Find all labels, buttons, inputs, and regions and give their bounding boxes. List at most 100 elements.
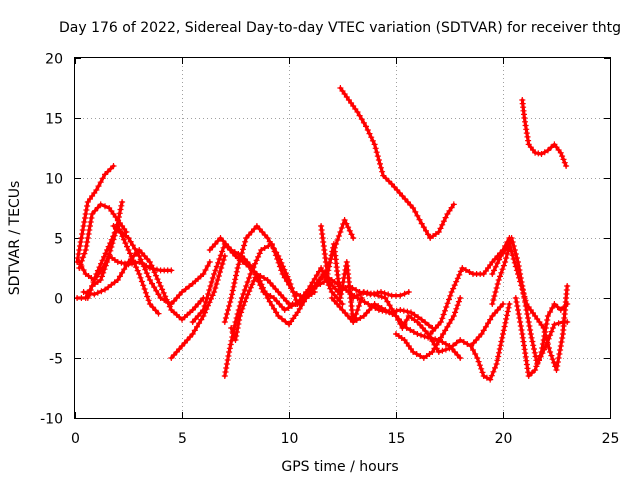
data-point — [253, 257, 260, 264]
data-point — [422, 328, 429, 334]
data-point — [187, 334, 193, 340]
data-point — [182, 286, 189, 293]
data-point — [339, 283, 346, 289]
data-point — [81, 250, 88, 257]
data-point — [476, 362, 483, 369]
data-point — [89, 211, 96, 217]
data-point — [261, 275, 267, 281]
data-point — [336, 304, 343, 310]
data-point — [498, 269, 505, 276]
data-point — [470, 347, 476, 353]
data-point — [102, 250, 109, 257]
data-point — [442, 346, 449, 353]
data-point — [98, 288, 105, 295]
data-point — [515, 311, 522, 317]
series-arc-24 — [519, 97, 570, 169]
x-tick-label: 5 — [178, 431, 187, 447]
y-tick-label: 20 — [45, 52, 63, 68]
data-point — [131, 260, 138, 267]
data-point — [273, 298, 280, 304]
data-point — [482, 323, 489, 330]
data-point — [327, 256, 334, 262]
data-point — [499, 334, 506, 341]
data-point — [541, 149, 548, 156]
data-point — [129, 242, 136, 249]
data-point — [247, 284, 254, 291]
data-point — [525, 369, 532, 376]
data-point — [452, 309, 459, 316]
data-point — [258, 281, 265, 288]
data-point — [437, 225, 444, 232]
data-point — [537, 352, 544, 359]
data-point — [115, 214, 122, 220]
data-point — [556, 351, 563, 357]
data-point — [134, 267, 141, 274]
data-point — [440, 218, 447, 225]
data-point — [410, 329, 417, 335]
data-point — [457, 268, 464, 275]
data-point — [155, 310, 162, 317]
data-point — [246, 288, 253, 295]
data-point — [291, 293, 298, 299]
data-point — [251, 226, 258, 232]
data-point — [83, 243, 90, 249]
data-point — [201, 303, 208, 309]
data-point — [439, 315, 446, 322]
data-point — [492, 364, 498, 371]
data-point — [125, 247, 132, 253]
data-point — [200, 307, 207, 313]
data-point — [264, 277, 271, 283]
data-point — [255, 253, 262, 260]
data-point — [114, 259, 121, 265]
data-point — [356, 112, 363, 119]
series-arc-18 — [393, 295, 464, 361]
data-point — [171, 352, 177, 358]
data-point — [353, 293, 360, 299]
data-point — [519, 334, 526, 341]
data-point — [363, 310, 370, 316]
data-point — [497, 342, 504, 349]
data-point — [354, 109, 361, 115]
data-point — [77, 239, 84, 245]
data-point — [137, 274, 144, 281]
data-point — [489, 313, 496, 319]
data-point — [532, 367, 539, 373]
data-point — [460, 339, 467, 345]
data-point — [517, 323, 524, 329]
data-point — [224, 357, 231, 363]
data-point — [153, 287, 160, 294]
data-point — [527, 331, 534, 337]
data-point — [220, 244, 227, 251]
data-point — [110, 233, 117, 240]
data-point — [206, 287, 213, 293]
data-point — [75, 251, 82, 257]
data-point — [325, 267, 332, 274]
data-point — [227, 299, 234, 305]
data-point — [429, 338, 436, 345]
data-point — [369, 137, 376, 144]
data-point — [111, 229, 118, 236]
data-point — [380, 172, 387, 179]
data-point — [388, 181, 395, 187]
data-point — [96, 264, 103, 271]
data-point — [311, 289, 318, 295]
data-point — [263, 291, 270, 298]
data-point — [532, 353, 539, 360]
data-point — [377, 160, 383, 167]
data-point — [204, 263, 211, 269]
data-point — [548, 144, 555, 151]
data-point — [131, 245, 138, 252]
data-point — [150, 265, 156, 272]
data-point — [98, 260, 104, 267]
data-point — [209, 244, 216, 250]
data-point — [220, 257, 227, 263]
data-point — [517, 319, 524, 325]
data-point — [189, 331, 196, 337]
data-point — [256, 226, 263, 232]
data-point — [238, 309, 245, 316]
data-point — [228, 337, 235, 344]
data-point — [435, 349, 442, 355]
data-point — [242, 238, 249, 245]
data-point — [337, 229, 344, 235]
data-point — [511, 247, 518, 253]
